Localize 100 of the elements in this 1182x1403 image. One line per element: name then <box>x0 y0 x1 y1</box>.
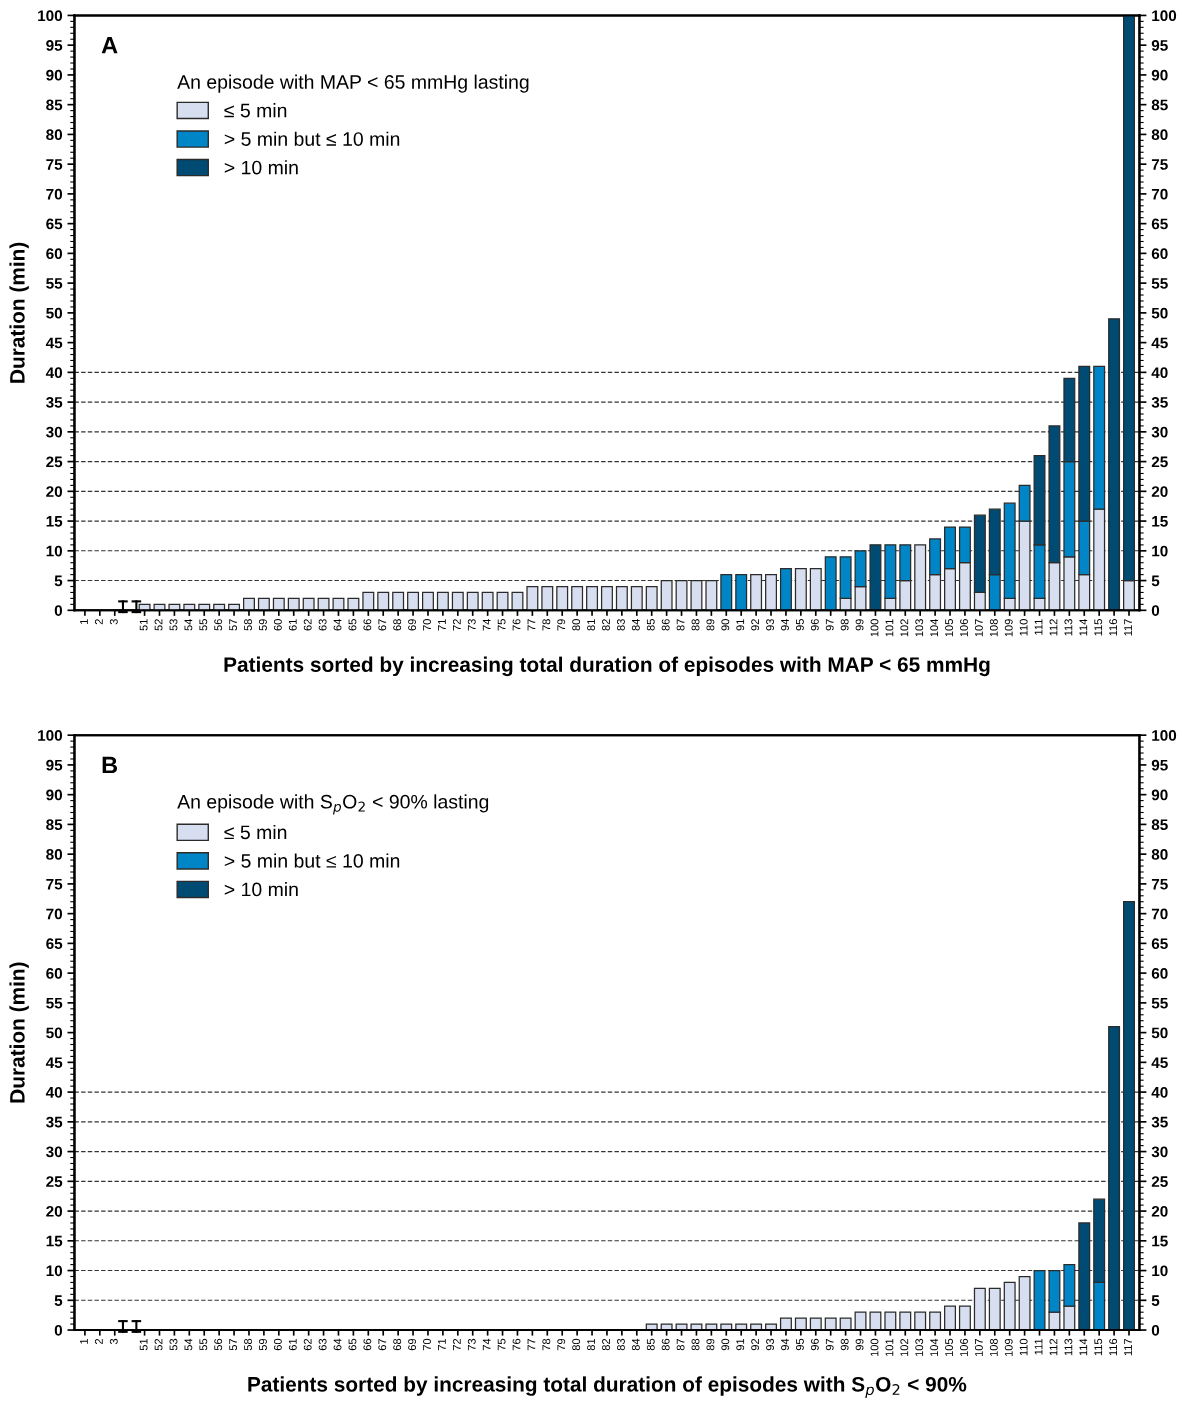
x-tick-label: 57 <box>229 1338 238 1351</box>
y2-tick-label: 55 <box>1151 278 1168 289</box>
x-tick-label: 113 <box>1064 1338 1073 1356</box>
y-tick-label: 60 <box>46 967 63 979</box>
y2-tick-label: 25 <box>1151 1176 1168 1188</box>
y2-tick-label: 25 <box>1151 456 1168 468</box>
y2-tick-label: 80 <box>1151 849 1168 860</box>
y-tick-label: 10 <box>46 1265 63 1277</box>
x-tick-label: 89 <box>706 1338 715 1351</box>
x-tick-label: 112 <box>1049 1338 1058 1356</box>
x-tick-label: 57 <box>229 619 238 631</box>
y2-tick-label: 70 <box>1151 908 1168 920</box>
y-axis-title: Duration (min) <box>9 962 29 1103</box>
x-tick-label: 62 <box>303 1338 312 1351</box>
x-tick-label: 2 <box>94 1338 103 1344</box>
x-tick-label: 102 <box>900 1338 909 1357</box>
x-tick-label: 52 <box>154 1338 163 1351</box>
x-tick-label: 56 <box>214 619 223 631</box>
x-tick-label: 99 <box>855 1338 864 1351</box>
legend-label: ≤ 5 min <box>224 824 287 840</box>
x-tick-label: 96 <box>810 1338 819 1351</box>
y2-tick-label: 65 <box>1151 938 1168 950</box>
y2-tick-label: 90 <box>1151 789 1168 801</box>
y2-tick-label: 45 <box>1151 1057 1168 1069</box>
x-tick-label: 112 <box>1049 619 1058 636</box>
x-tick-label: 106 <box>960 1338 968 1357</box>
x-tick-label: 93 <box>766 619 775 631</box>
bar <box>645 1323 658 1331</box>
x-axis-title: Patients sorted by increasing total duration of episodes with S$_{p}$O$_{2}$ < 90% <box>248 1376 967 1398</box>
x-tick-label: 58 <box>244 1338 252 1351</box>
x-tick-label: 74 <box>482 1338 491 1351</box>
x-tick-label: 77 <box>527 619 536 631</box>
x-tick-label: 102 <box>900 619 909 637</box>
y-tick-label: 20 <box>46 1205 63 1217</box>
bar <box>958 1305 971 1331</box>
y2-tick-label: 40 <box>1151 1086 1168 1098</box>
x-tick-label: 67 <box>378 619 387 631</box>
x-tick-label: 91 <box>736 619 745 631</box>
x-tick-label: 87 <box>676 619 685 631</box>
x-tick-label: 84 <box>631 618 640 631</box>
y-tick-label: 15 <box>46 1235 63 1247</box>
x-tick-label: 95 <box>795 619 804 631</box>
x-tick-label: 55 <box>199 619 208 631</box>
y2-tick-label: 50 <box>1151 307 1168 319</box>
x-tick-label: 85 <box>646 1338 655 1351</box>
x-tick-label: 55 <box>199 1338 208 1351</box>
bar <box>899 1311 912 1331</box>
y-tick-label: 65 <box>46 218 63 230</box>
x-tick-label: 96 <box>810 619 819 631</box>
y-tick-label: 50 <box>46 1027 63 1039</box>
y2-tick-label: 30 <box>1151 1146 1168 1158</box>
y2-tick-label: 50 <box>1151 1027 1168 1039</box>
x-tick-label: 85 <box>646 619 655 631</box>
x-tick-label: 69 <box>408 1338 417 1351</box>
y2-tick-label: 100 <box>1152 730 1177 741</box>
x-tick-label: 117 <box>1124 1338 1132 1356</box>
y-tick-label: 45 <box>45 337 63 349</box>
bar <box>779 1317 792 1331</box>
x-tick-label: 87 <box>676 1338 685 1351</box>
x-tick-label: 3 <box>109 619 118 625</box>
y2-tick-label: 65 <box>1151 218 1168 230</box>
bar <box>690 1323 703 1331</box>
x-tick-label: 86 <box>661 619 670 631</box>
legend-title: An episode with MAP < 65 mmHg lasting <box>177 74 529 93</box>
x-tick-label: 63 <box>318 619 327 631</box>
x-tick-label: 94 <box>781 1338 789 1351</box>
y2-tick-label: 55 <box>1151 997 1168 1009</box>
bar <box>809 1317 822 1331</box>
y-tick-label: 55 <box>46 997 63 1009</box>
x-tick-label: 59 <box>259 619 267 631</box>
y2-tick-label: 10 <box>1152 1265 1168 1277</box>
x-tick-label: 69 <box>408 619 417 631</box>
bar <box>839 1317 852 1331</box>
x-tick-label: 105 <box>945 1338 953 1357</box>
bar <box>720 1323 733 1331</box>
bar <box>615 585 628 611</box>
x-tick-label: 117 <box>1124 619 1132 636</box>
x-tick-label: 66 <box>363 619 372 631</box>
x-tick-label: 82 <box>602 619 610 631</box>
x-tick-label: 110 <box>1019 619 1028 636</box>
x-tick-label: 76 <box>512 619 521 631</box>
x-tick-label: 107 <box>974 619 983 637</box>
x-tick-label: 54 <box>184 618 193 631</box>
bar <box>496 591 509 611</box>
x-tick-label: 71 <box>438 1338 446 1351</box>
x-tick-label: 111 <box>1034 619 1043 635</box>
y-tick-label: 35 <box>46 396 63 408</box>
x-tick-label: 58 <box>244 619 252 631</box>
legend-label: > 10 min <box>224 160 298 175</box>
x-tick-label: 113 <box>1064 619 1073 636</box>
y-tick-label: 100 <box>38 730 63 741</box>
x-tick-label: 78 <box>542 619 551 631</box>
x-tick-label: 70 <box>423 1338 431 1351</box>
x-tick-label: 71 <box>438 619 446 631</box>
x-tick-label: 97 <box>825 619 834 631</box>
x-tick-label: 77 <box>527 1338 536 1351</box>
y2-tick-label: 45 <box>1151 337 1168 349</box>
bar <box>645 585 658 611</box>
legend-label: > 10 min <box>224 882 298 897</box>
bar <box>436 591 449 611</box>
